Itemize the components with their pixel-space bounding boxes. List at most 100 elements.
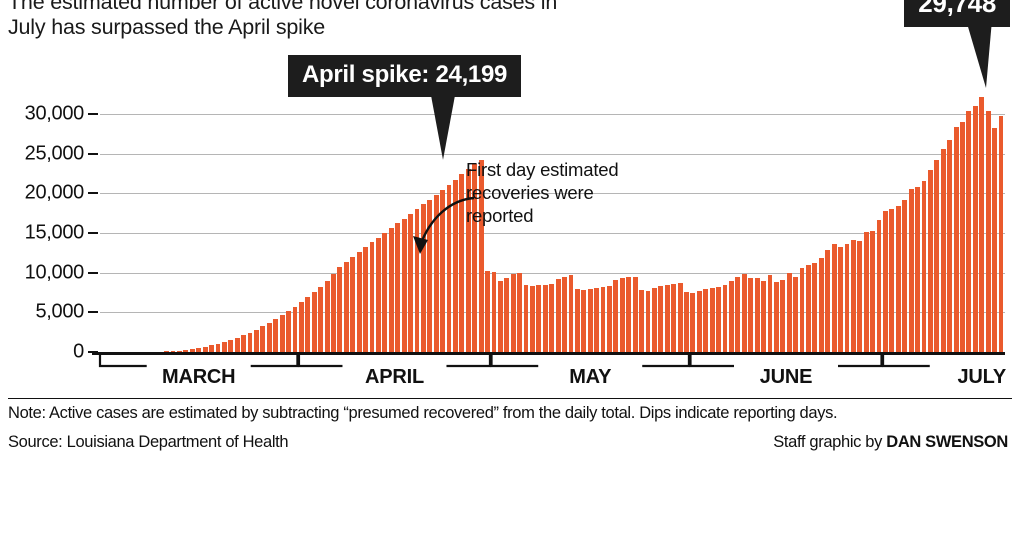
bar bbox=[889, 209, 895, 352]
bar bbox=[581, 289, 587, 352]
bar bbox=[555, 279, 561, 352]
axis-baseline bbox=[92, 352, 1005, 355]
bar bbox=[761, 280, 766, 352]
bar bbox=[420, 204, 426, 352]
bar bbox=[382, 232, 388, 352]
bar bbox=[985, 110, 991, 352]
bar bbox=[523, 285, 529, 352]
y-axis-tick bbox=[88, 192, 98, 195]
bar bbox=[414, 209, 420, 352]
bar bbox=[927, 170, 933, 352]
bar bbox=[992, 128, 998, 352]
bar bbox=[228, 340, 234, 352]
bar bbox=[209, 345, 214, 352]
month-bracket bbox=[490, 354, 691, 368]
month-label: JULY bbox=[957, 366, 1007, 388]
bar bbox=[292, 306, 298, 352]
bar bbox=[234, 337, 240, 352]
annotation-line-1: First day estimated bbox=[466, 159, 619, 180]
bar bbox=[947, 140, 953, 352]
bar bbox=[536, 284, 542, 352]
footer-credit: Staff graphic by DAN SWENSON bbox=[773, 433, 1008, 452]
bar bbox=[729, 281, 734, 352]
bar bbox=[639, 289, 644, 352]
bar bbox=[773, 282, 779, 352]
bar bbox=[254, 329, 259, 352]
bar bbox=[870, 230, 876, 352]
bar bbox=[658, 285, 664, 352]
title-line-1: The estimated number of active novel cor… bbox=[8, 0, 558, 14]
plot-area bbox=[92, 90, 1005, 355]
bar bbox=[863, 232, 869, 352]
y-axis-tick-label: 10,000 bbox=[24, 261, 85, 284]
bar bbox=[369, 242, 375, 352]
bar bbox=[632, 276, 638, 352]
bar bbox=[241, 335, 247, 352]
bar bbox=[690, 293, 696, 352]
bar bbox=[260, 326, 266, 352]
bar bbox=[908, 189, 914, 352]
y-axis-tick bbox=[88, 271, 98, 274]
bar bbox=[273, 319, 279, 352]
bar bbox=[433, 194, 439, 352]
bar bbox=[183, 349, 189, 352]
bar bbox=[189, 348, 195, 352]
month-label: APRIL bbox=[364, 366, 424, 388]
bar bbox=[850, 240, 856, 352]
bar bbox=[722, 284, 728, 352]
bar bbox=[221, 342, 227, 352]
bar bbox=[350, 256, 356, 352]
bar bbox=[305, 297, 311, 352]
bar bbox=[356, 251, 362, 352]
month-bracket bbox=[98, 354, 299, 368]
y-axis-tick bbox=[88, 231, 98, 234]
credit-prefix: Staff graphic by bbox=[773, 433, 887, 451]
annotation-line-2: recoveries were bbox=[466, 182, 594, 203]
month-brackets bbox=[98, 354, 930, 368]
bar bbox=[902, 200, 908, 352]
month-label: MAY bbox=[569, 366, 612, 388]
y-axis-tick bbox=[88, 152, 98, 155]
bar bbox=[979, 97, 985, 352]
bar bbox=[786, 272, 792, 352]
bar bbox=[921, 180, 927, 352]
bar bbox=[754, 277, 760, 352]
bar bbox=[645, 290, 651, 352]
bar bbox=[196, 347, 202, 352]
bar bbox=[453, 179, 458, 352]
bar bbox=[331, 274, 336, 352]
bar bbox=[375, 237, 381, 352]
y-axis-tick-label: 25,000 bbox=[24, 142, 85, 164]
month-bracket bbox=[297, 354, 492, 368]
y-axis-tick bbox=[88, 311, 98, 314]
bar bbox=[844, 244, 850, 352]
bar bbox=[517, 272, 523, 352]
bar bbox=[684, 292, 689, 352]
bar bbox=[286, 310, 291, 352]
page-title: The estimated number of active novel cor… bbox=[8, 0, 708, 40]
bar bbox=[587, 289, 593, 352]
bar bbox=[504, 277, 510, 352]
bar bbox=[613, 280, 619, 352]
bar bbox=[793, 277, 799, 352]
footer-source: Source: Louisiana Department of Health bbox=[8, 433, 289, 451]
bar bbox=[709, 287, 715, 352]
footer-divider bbox=[8, 398, 1012, 399]
title-line-2: July has surpassed the April spike bbox=[8, 15, 326, 39]
bar bbox=[465, 168, 471, 352]
bar bbox=[818, 258, 824, 352]
bar bbox=[883, 211, 888, 352]
bar bbox=[966, 111, 972, 352]
bar bbox=[485, 271, 490, 352]
annotation-recoveries: First day estimated recoveries were repo… bbox=[466, 158, 619, 227]
callout-april-tail bbox=[429, 90, 456, 160]
bar bbox=[741, 274, 747, 352]
bar bbox=[748, 278, 754, 352]
bar bbox=[574, 288, 580, 352]
bar bbox=[408, 213, 413, 352]
bar bbox=[388, 228, 394, 352]
y-axis-labels: 0 5,000 10,000 15,000 20,000 25,000 30,000 bbox=[0, 0, 100, 400]
bar bbox=[298, 301, 304, 352]
bar bbox=[799, 267, 805, 352]
bar bbox=[812, 263, 818, 352]
